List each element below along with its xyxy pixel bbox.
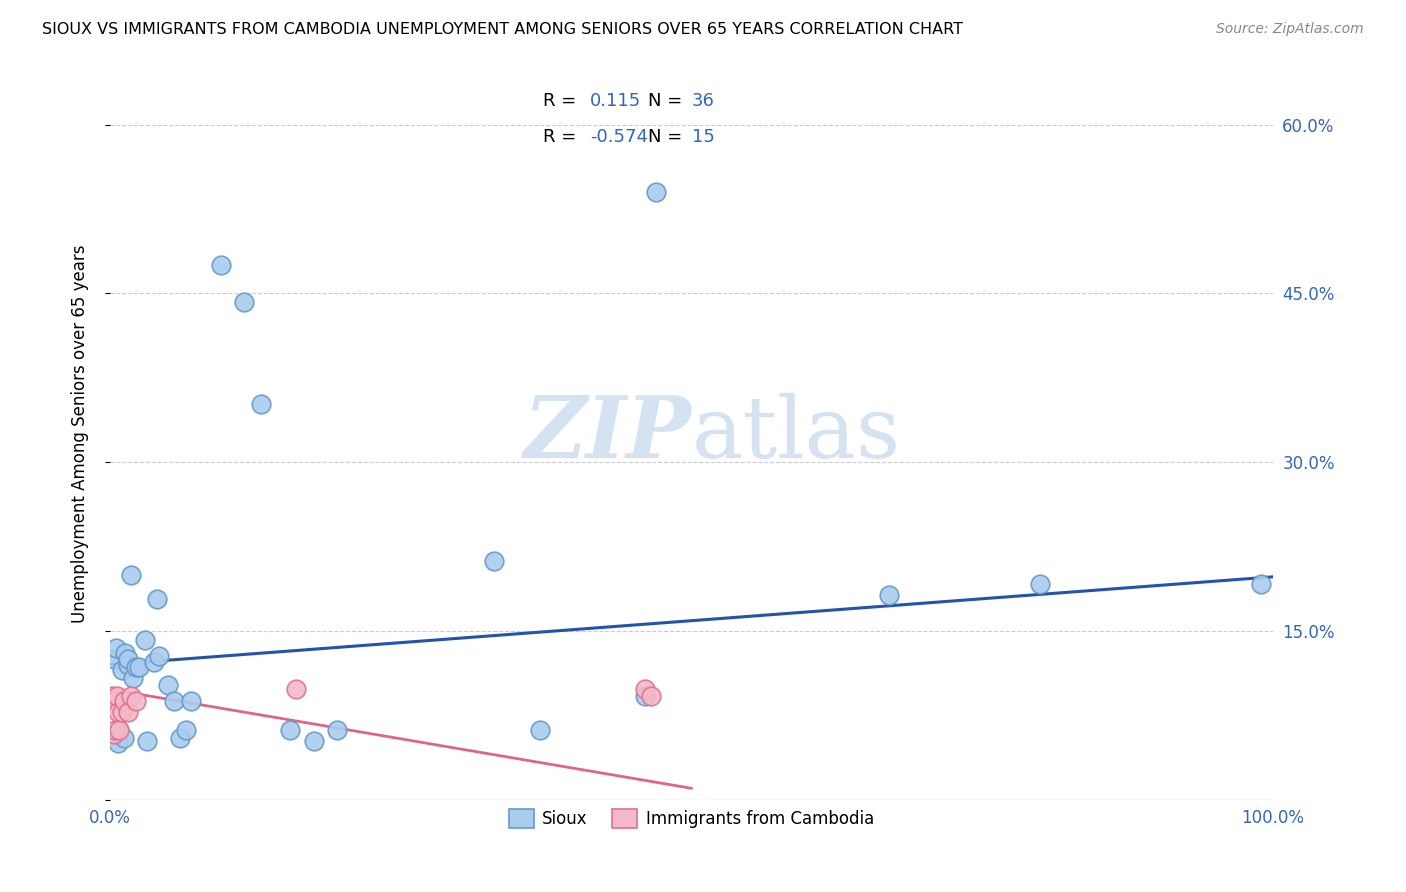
- Point: [169, 731, 191, 745]
- Point: [108, 723, 131, 737]
- Point: [645, 186, 668, 200]
- Point: [145, 592, 167, 607]
- Point: [107, 705, 129, 719]
- Point: [163, 693, 186, 707]
- Point: [634, 689, 657, 703]
- Point: [112, 731, 135, 745]
- Text: N =: N =: [648, 92, 688, 110]
- Point: [104, 723, 127, 737]
- Point: [124, 660, 146, 674]
- Text: N =: N =: [648, 128, 688, 146]
- Point: [103, 727, 125, 741]
- Point: [250, 397, 273, 411]
- Point: [285, 682, 308, 697]
- Text: Source: ZipAtlas.com: Source: ZipAtlas.com: [1216, 22, 1364, 37]
- Point: [120, 689, 142, 703]
- Point: [640, 689, 662, 703]
- Text: 36: 36: [692, 92, 714, 110]
- Point: [104, 693, 127, 707]
- Point: [124, 693, 146, 707]
- Point: [877, 588, 900, 602]
- Point: [108, 723, 131, 737]
- Point: [112, 693, 135, 707]
- Point: [232, 295, 254, 310]
- Text: R =: R =: [543, 92, 582, 110]
- Point: [180, 693, 202, 707]
- Text: atlas: atlas: [692, 392, 900, 475]
- Text: -0.574: -0.574: [589, 128, 648, 146]
- Y-axis label: Unemployment Among Seniors over 65 years: Unemployment Among Seniors over 65 years: [72, 244, 89, 624]
- Point: [104, 640, 127, 655]
- Point: [1250, 576, 1272, 591]
- Text: SIOUX VS IMMIGRANTS FROM CAMBODIA UNEMPLOYMENT AMONG SENIORS OVER 65 YEARS CORRE: SIOUX VS IMMIGRANTS FROM CAMBODIA UNEMPL…: [42, 22, 963, 37]
- Point: [157, 678, 180, 692]
- Point: [111, 705, 134, 719]
- Point: [136, 734, 159, 748]
- Point: [134, 632, 156, 647]
- Point: [122, 671, 145, 685]
- Text: R =: R =: [543, 128, 582, 146]
- Point: [107, 736, 129, 750]
- Point: [326, 723, 349, 737]
- Point: [529, 723, 551, 737]
- Point: [117, 705, 139, 719]
- Point: [117, 652, 139, 666]
- Point: [148, 648, 170, 663]
- Point: [302, 734, 325, 748]
- Legend: Sioux, Immigrants from Cambodia: Sioux, Immigrants from Cambodia: [502, 803, 880, 835]
- Text: 15: 15: [692, 128, 714, 146]
- Point: [143, 656, 166, 670]
- Point: [111, 663, 134, 677]
- Point: [103, 652, 125, 666]
- Point: [278, 723, 301, 737]
- Point: [101, 689, 124, 703]
- Point: [120, 567, 142, 582]
- Text: 0.115: 0.115: [589, 92, 641, 110]
- Point: [114, 646, 136, 660]
- Point: [1029, 576, 1052, 591]
- Text: ZIP: ZIP: [523, 392, 692, 475]
- Point: [128, 660, 150, 674]
- Point: [117, 657, 139, 672]
- Point: [209, 258, 232, 272]
- Point: [634, 682, 657, 697]
- Point: [482, 554, 505, 568]
- Point: [105, 689, 128, 703]
- Point: [174, 723, 197, 737]
